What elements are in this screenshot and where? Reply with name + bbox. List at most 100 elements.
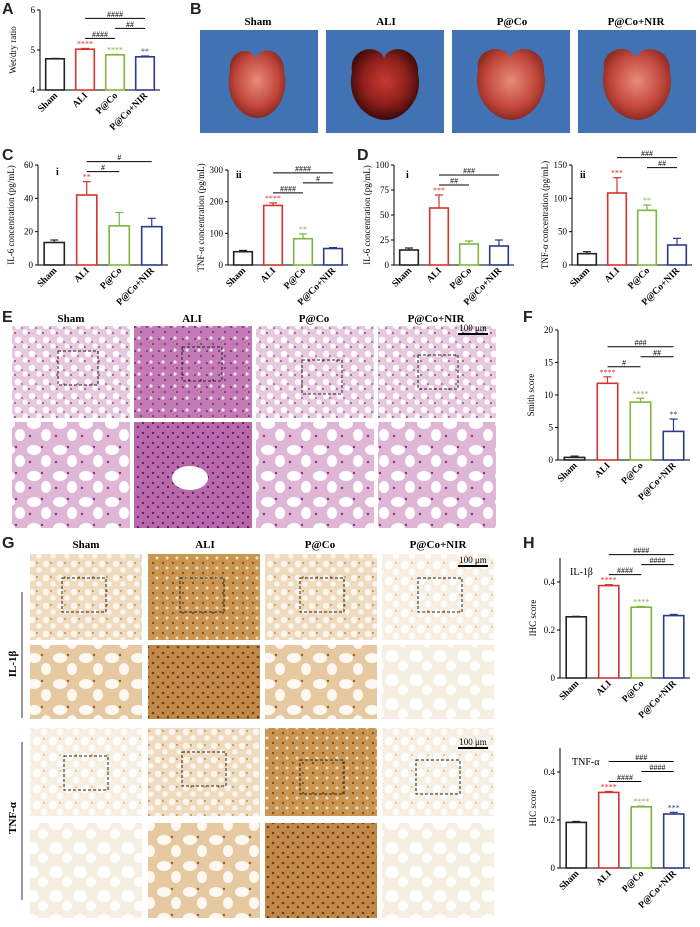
y-axis-label: HIC score xyxy=(528,790,538,827)
x-category-label: Sham xyxy=(558,679,582,703)
he-low-pconir xyxy=(378,326,496,418)
y-tick-label: 75 xyxy=(380,185,390,195)
panel-label-g: G xyxy=(2,535,14,552)
comparison-label: #### xyxy=(617,566,633,575)
bar xyxy=(596,382,619,461)
bar xyxy=(292,237,314,266)
bar xyxy=(232,250,254,266)
significance-stars: ** xyxy=(670,410,678,419)
significance-stars: **** xyxy=(77,39,93,48)
y-tick-label: 20 xyxy=(544,325,554,335)
sub-panel-label: ii xyxy=(580,170,586,181)
chart-h1: 0 0.2 0.4 IHC score IL-1β Sham **** ALI **** P@Co… xyxy=(528,546,690,721)
y-tick-label: 0 xyxy=(219,260,224,270)
bar xyxy=(630,805,653,869)
panel-label-c: C xyxy=(2,147,14,164)
bar xyxy=(108,225,131,266)
chart-dii: 0 50 100 150 TNF-α concentration (pg/mL) ii Sh… xyxy=(540,149,692,308)
comparison-label: ## xyxy=(126,20,134,29)
y-tick-label: 0.2 xyxy=(544,625,555,635)
bar xyxy=(565,615,588,679)
x-category-label: P@Co xyxy=(94,91,120,117)
chart-h2: 0 0.2 0.4 HIC score TNF-α Sham **** ALI **** P@Co… xyxy=(528,748,690,911)
y-tick-label: 100 xyxy=(376,160,390,170)
significance-stars: *** xyxy=(611,169,623,178)
lung-pco-icon xyxy=(476,48,546,120)
b-col-pco: P@Co xyxy=(497,16,528,28)
significance-stars: **** xyxy=(633,597,649,606)
ihc-box-3 xyxy=(299,577,345,613)
significance-stars: **** xyxy=(600,368,616,377)
comparison-label: # xyxy=(101,163,105,172)
g-row-label-il1b: IL-1β xyxy=(7,651,19,678)
y-tick-label: 50 xyxy=(380,210,390,220)
comparison-label: #### xyxy=(633,546,649,555)
he-scale-label: 100 μm xyxy=(459,323,487,333)
x-category-label: Sham xyxy=(36,266,60,290)
comparison-label: #### xyxy=(295,164,311,173)
bar xyxy=(630,606,653,679)
he-high-pconir xyxy=(378,422,496,528)
ihc-box-2 xyxy=(179,577,225,613)
bar xyxy=(488,245,510,266)
ihc-tnfa-high-pco xyxy=(265,823,377,918)
sub-panel-label: i xyxy=(406,170,409,181)
bar xyxy=(140,225,163,266)
x-category-label: Sham xyxy=(391,266,415,290)
chart-marker-label: TNF-α xyxy=(572,757,600,768)
significance-stars: **** xyxy=(265,194,281,203)
bar xyxy=(458,243,480,266)
ihc-tnfa-high-ali xyxy=(148,823,260,918)
comparison-label: ### xyxy=(635,753,647,762)
ihc-tnfa-low-pconir xyxy=(382,728,494,816)
y-axis-label: IL-6 concentration (pg/mL) xyxy=(362,165,372,264)
x-category-label: ALI xyxy=(595,869,614,888)
x-category-label: ALI xyxy=(71,91,90,110)
x-category-label: ALI xyxy=(259,266,278,285)
bar xyxy=(428,207,450,266)
y-tick-label: 0 xyxy=(551,863,556,873)
ihc-box-8 xyxy=(415,759,461,795)
comparison-label: # xyxy=(316,174,320,183)
x-category-label: P@Co xyxy=(99,266,125,292)
he-zoom-box-sham xyxy=(57,350,99,386)
significance-stars: **** xyxy=(633,797,649,806)
bar xyxy=(662,813,685,869)
panel-g-ihc: Sham ALI P@Co P@Co+NIR IL-1β TNF-α 100 μ… xyxy=(7,539,494,918)
g-col-pconir: P@Co+NIR xyxy=(410,539,468,551)
ihc-scale-label-2: 100 μm xyxy=(459,737,487,747)
comparison-label: #### xyxy=(617,773,633,782)
significance-stars: **** xyxy=(601,782,617,791)
ihc-scale-label-1: 100 μm xyxy=(459,555,487,565)
y-tick-label: 60 xyxy=(24,160,34,170)
bar xyxy=(597,791,620,869)
he-low-ali xyxy=(134,326,252,418)
panel-e-he-histology: Sham ALI P@Co P@Co+NIR 100 μm xyxy=(12,313,496,528)
y-tick-label: 200 xyxy=(210,197,224,207)
y-axis-label: TNF-α concentration (pg/mL) xyxy=(196,163,206,271)
y-tick-label: 150 xyxy=(554,160,568,170)
x-category-label: ALI xyxy=(594,461,613,480)
panel-label-a: A xyxy=(2,1,14,18)
chart-f: 0 5 10 15 20 Smith score Sham **** ALI **** P@Co **… xyxy=(526,325,690,503)
he-low-sham xyxy=(12,326,130,418)
bar xyxy=(104,53,126,91)
comparison-label: ## xyxy=(658,159,666,168)
significance-stars: ** xyxy=(141,47,149,56)
x-category-label: Sham xyxy=(225,266,249,290)
sub-panel-label: i xyxy=(56,167,59,178)
bar xyxy=(43,241,66,266)
comparison-label: # xyxy=(622,358,626,367)
comparison-label: #### xyxy=(280,184,296,193)
y-tick-label: 5 xyxy=(31,45,36,55)
comparison-label: ### xyxy=(641,149,653,158)
e-col-ali: ALI xyxy=(182,313,202,325)
significance-stars: ** xyxy=(643,196,651,205)
lung-pconir-icon xyxy=(602,48,672,120)
g-row-label-tnfa: TNF-α xyxy=(7,801,19,834)
bar xyxy=(74,48,96,91)
chart-cii: 0 100 200 300 TNF-α concentration (pg/mL) ii S… xyxy=(196,163,348,308)
comparison-label: ## xyxy=(450,177,458,186)
bar xyxy=(662,614,685,679)
